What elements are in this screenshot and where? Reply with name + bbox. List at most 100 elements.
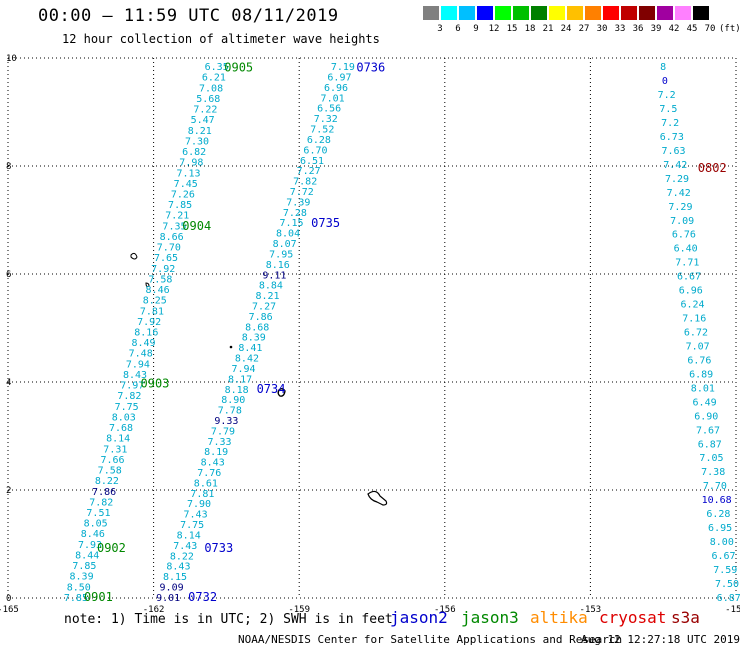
pass-time-label: 0904 <box>182 219 211 233</box>
wave-height-label: 8.43 <box>166 562 190 573</box>
colorbar-swatch <box>441 6 457 20</box>
y-tick-label: 6 <box>6 270 11 280</box>
colorbar-label: 36 <box>632 24 644 34</box>
wave-height-label: 7.76 <box>197 468 221 479</box>
wave-height-label: 8.22 <box>170 551 194 562</box>
wave-height-label: 6.89 <box>689 369 713 380</box>
colorbar-label: 42 <box>668 24 680 34</box>
wave-height-label: 0 <box>662 76 668 87</box>
pass-time-label: 0802 <box>698 161 727 175</box>
wave-height-label: 7.26 <box>171 189 195 200</box>
wave-height-label: 8.22 <box>95 476 119 487</box>
colorbar-swatch <box>477 6 493 20</box>
pass-time-label: 0905 <box>224 61 253 75</box>
wave-height-label: 8.16 <box>266 260 290 271</box>
wave-height-label: 6.70 <box>303 145 327 156</box>
wave-height-label: 6.51 <box>300 156 324 167</box>
wave-height-label: 8.04 <box>276 229 300 240</box>
wave-height-label: 7.92 <box>137 317 161 328</box>
colorbar-swatch <box>567 6 583 20</box>
wave-height-label: 7.35 <box>162 221 186 232</box>
wave-height-label: 6.76 <box>687 355 711 366</box>
wave-height-label: 7.09 <box>670 216 694 227</box>
wave-height-label: 7.39 <box>286 197 310 208</box>
wave-height-label: 7.01 <box>321 93 345 104</box>
wave-height-label: 8.61 <box>194 478 218 489</box>
wave-height-label: 7.82 <box>89 497 113 508</box>
wave-height-label: 8.16 <box>134 328 158 339</box>
wave-height-label: 8.05 <box>84 519 108 530</box>
x-tick-label: -159 <box>288 605 310 615</box>
x-tick-label: -156 <box>434 605 456 615</box>
wave-height-label: 6.28 <box>706 509 730 520</box>
y-tick-label: 2 <box>6 486 11 496</box>
wave-height-label: 8.21 <box>255 291 279 302</box>
wave-height-label: 6.56 <box>317 104 341 115</box>
colorbar-label: 33 <box>614 24 626 34</box>
satellite-legend-cryosat: cryosat <box>599 608 667 627</box>
wave-height-label: 7.58 <box>148 274 172 285</box>
wave-height-label: 7.82 <box>293 177 317 188</box>
wave-height-label: 7.63 <box>661 146 685 157</box>
wave-height-label: 7.16 <box>682 314 706 325</box>
wave-height-label: 7.97 <box>120 381 144 392</box>
wave-height-label: 7.29 <box>668 202 692 213</box>
wave-height-label: 7.85 <box>168 200 192 211</box>
wave-height-label: 8.01 <box>691 383 715 394</box>
wave-height-label: 6.96 <box>324 83 348 94</box>
wave-height-label: 7.67 <box>696 425 720 436</box>
colorbar-swatch <box>459 6 475 20</box>
wave-height-label: 8.49 <box>131 338 155 349</box>
wave-height-label: 7.07 <box>686 341 710 352</box>
wave-height-label: 7.85 <box>64 593 88 604</box>
wave-height-label: 8.46 <box>146 285 170 296</box>
wave-height-label: 7.86 <box>249 312 273 323</box>
wave-height-label: 6.87 <box>717 593 740 604</box>
wave-height-label: 7.70 <box>703 481 727 492</box>
wave-height-label: 6.87 <box>698 439 722 450</box>
wave-height-label: 8.15 <box>163 572 187 583</box>
wave-height-label: 7.92 <box>151 264 175 275</box>
colorbar-swatch <box>675 6 691 20</box>
pass-time-label: 0734 <box>257 382 286 396</box>
wave-height-label: 6.35 <box>205 62 229 73</box>
wave-height-label: 8.43 <box>123 370 147 381</box>
colorbar-label: 39 <box>650 24 662 34</box>
wave-height-label: 8.19 <box>204 447 228 458</box>
wave-height-label: 6.96 <box>679 286 703 297</box>
x-tick-label: -153 <box>580 605 602 615</box>
wave-height-label: 7.70 <box>157 243 181 254</box>
satellite-legend-s3a: s3a <box>671 608 700 627</box>
satellite-track: 9.019.098.158.438.227.438.147.757.437.90… <box>156 61 385 604</box>
colorbar-label: 18 <box>524 24 536 34</box>
wave-height-label: 6.95 <box>708 523 732 534</box>
wave-height-label: 8.46 <box>81 529 105 540</box>
x-tick-label: -162 <box>143 605 165 615</box>
wave-height-label: 5.68 <box>196 94 220 105</box>
wave-height-label: 7.29 <box>665 174 689 185</box>
wave-height-label: 7.33 <box>208 437 232 448</box>
island-outline <box>145 282 150 288</box>
track-data: 7.858.508.397.858.447.938.468.057.517.82… <box>64 61 740 604</box>
wave-height-label: 7.75 <box>115 402 139 413</box>
wave-height-label: 8.44 <box>75 550 99 561</box>
island-outline <box>367 490 388 506</box>
wave-height-label: 8 <box>660 62 666 73</box>
colorbar-label: 9 <box>473 24 479 34</box>
wave-height-label: 8.50 <box>67 582 91 593</box>
wave-height-label: 6.28 <box>307 135 331 146</box>
pass-time-label: 0732 <box>188 590 217 604</box>
colorbar-unit: (ft) <box>719 24 740 34</box>
credit-line: NOAA/NESDIS Center for Satellite Applica… <box>238 633 623 646</box>
colorbar-label: 30 <box>596 24 608 34</box>
colorbar-swatch <box>639 6 655 20</box>
colorbar-swatch <box>693 6 709 20</box>
wave-height-label: 7.38 <box>701 467 725 478</box>
satellite-track: 6.877.507.596.678.006.956.2810.687.707.3… <box>658 62 740 604</box>
wave-height-label: 10.68 <box>702 495 732 506</box>
satellite-legend-jason2: jason2 <box>390 608 448 627</box>
colorbar-swatch <box>621 6 637 20</box>
wave-height-label: 9.11 <box>262 270 286 281</box>
wave-height-label: 7.42 <box>667 188 691 199</box>
wave-height-label: 7.85 <box>72 561 96 572</box>
